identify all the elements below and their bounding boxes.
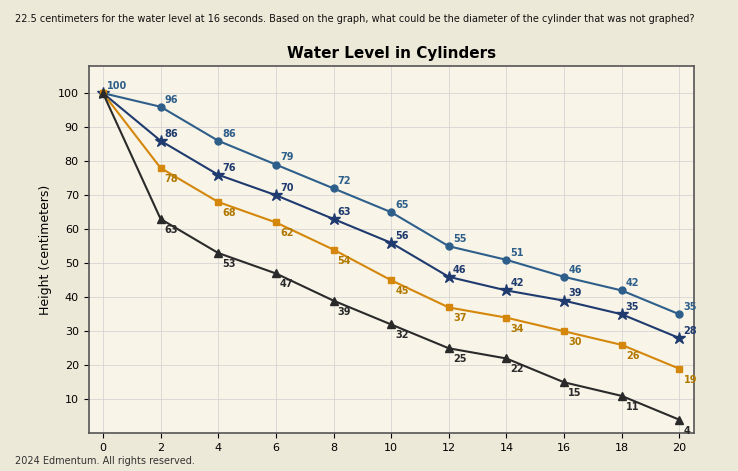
Text: 72: 72 (338, 176, 351, 186)
Text: 70: 70 (280, 183, 294, 193)
Text: 78: 78 (165, 174, 179, 184)
Text: 76: 76 (222, 162, 236, 173)
Text: 28: 28 (683, 326, 697, 336)
Text: 35: 35 (683, 302, 697, 312)
Text: 86: 86 (222, 129, 236, 138)
Text: 32: 32 (396, 330, 409, 341)
Text: 63: 63 (165, 225, 179, 235)
Text: 34: 34 (511, 324, 524, 333)
Text: 11: 11 (626, 402, 639, 412)
Text: 42: 42 (511, 278, 524, 288)
Text: 62: 62 (280, 228, 294, 238)
Text: 55: 55 (453, 234, 466, 244)
Text: 35: 35 (626, 302, 639, 312)
Text: 47: 47 (280, 279, 294, 289)
Text: 2024 Edmentum. All rights reserved.: 2024 Edmentum. All rights reserved. (15, 456, 195, 466)
Text: 22: 22 (511, 365, 524, 374)
Title: Water Level in Cylinders: Water Level in Cylinders (286, 46, 496, 61)
Text: 22.5 centimeters for the water level at 16 seconds. Based on the graph, what cou: 22.5 centimeters for the water level at … (15, 14, 694, 24)
Text: 86: 86 (165, 129, 179, 138)
Text: 42: 42 (626, 278, 639, 288)
Text: 63: 63 (338, 207, 351, 217)
Text: 56: 56 (396, 231, 409, 241)
Text: 79: 79 (280, 153, 294, 162)
Text: 39: 39 (568, 289, 582, 299)
Text: 65: 65 (396, 200, 409, 210)
Text: 53: 53 (222, 259, 236, 269)
Y-axis label: Height (centimeters): Height (centimeters) (39, 185, 52, 315)
Text: 46: 46 (568, 265, 582, 275)
Text: 26: 26 (626, 351, 639, 361)
Text: 100: 100 (107, 81, 128, 91)
Text: 19: 19 (683, 374, 697, 385)
Text: 39: 39 (338, 307, 351, 317)
Text: 46: 46 (453, 265, 466, 275)
Text: 30: 30 (568, 337, 582, 347)
Text: 54: 54 (338, 256, 351, 266)
Text: 51: 51 (511, 248, 524, 258)
Text: 25: 25 (453, 354, 466, 364)
Text: 15: 15 (568, 388, 582, 398)
Text: 68: 68 (222, 208, 236, 218)
Text: 96: 96 (165, 95, 179, 105)
Text: 37: 37 (453, 313, 466, 324)
Text: 4: 4 (683, 426, 690, 436)
Text: 45: 45 (396, 286, 409, 296)
